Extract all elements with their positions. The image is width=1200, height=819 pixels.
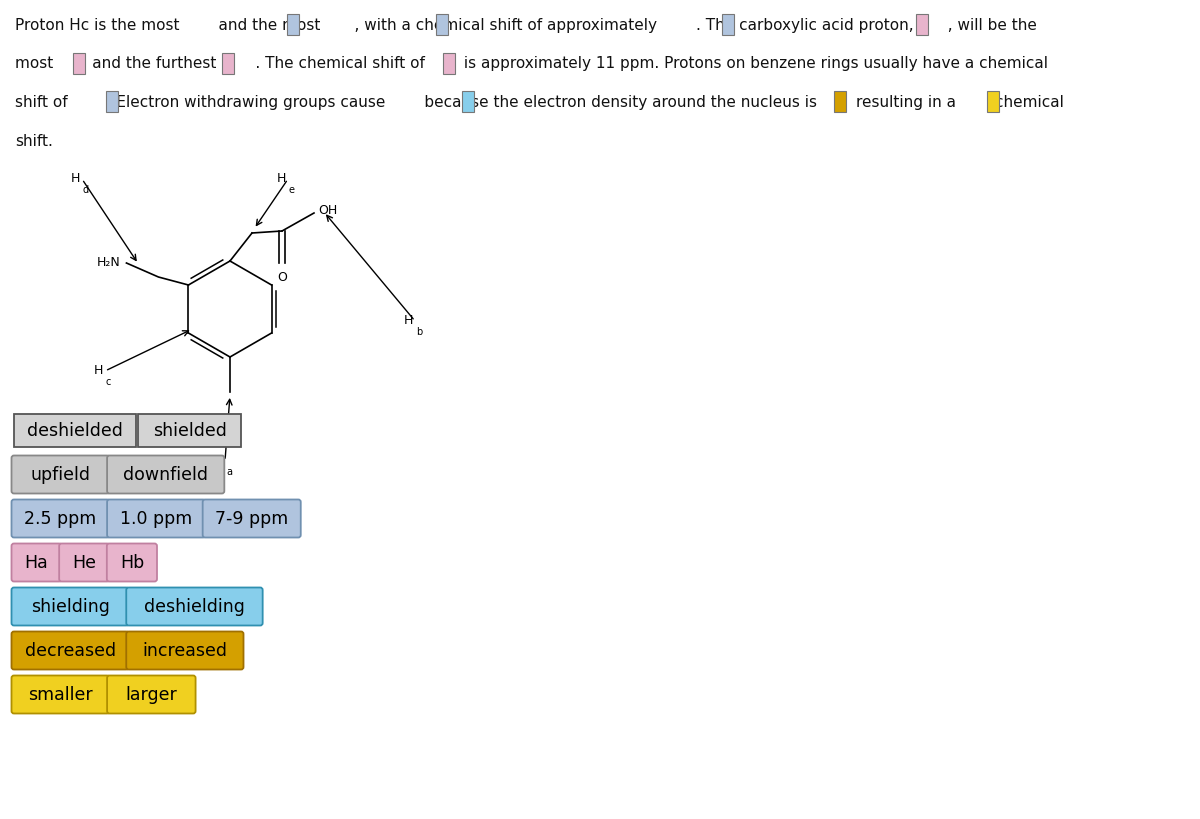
- FancyBboxPatch shape: [287, 16, 299, 36]
- Text: c: c: [106, 377, 112, 387]
- FancyBboxPatch shape: [12, 544, 61, 581]
- Text: H: H: [94, 364, 103, 377]
- Text: Ha: Ha: [25, 554, 48, 572]
- Text: a: a: [226, 467, 232, 477]
- Text: most        and the furthest        . The chemical shift of        is approximat: most and the furthest . The chemical shi…: [14, 57, 1048, 71]
- Text: smaller: smaller: [29, 686, 92, 704]
- FancyBboxPatch shape: [12, 588, 128, 626]
- Text: He: He: [72, 554, 96, 572]
- Text: 1.0 ppm: 1.0 ppm: [120, 510, 192, 528]
- Text: OH: OH: [318, 204, 337, 217]
- FancyBboxPatch shape: [834, 93, 846, 113]
- Text: H₂N: H₂N: [97, 256, 120, 269]
- Text: shift.: shift.: [14, 133, 53, 148]
- FancyBboxPatch shape: [436, 16, 448, 36]
- Text: decreased: decreased: [24, 642, 115, 659]
- Text: O: O: [277, 270, 287, 283]
- Text: shielded: shielded: [152, 422, 227, 440]
- FancyBboxPatch shape: [462, 93, 474, 113]
- Text: Proton Hc is the most        and the most       , with a chemical shift of appro: Proton Hc is the most and the most , wit…: [14, 18, 1037, 33]
- Text: upfield: upfield: [30, 466, 90, 484]
- FancyBboxPatch shape: [12, 500, 109, 538]
- FancyBboxPatch shape: [107, 544, 157, 581]
- Text: larger: larger: [126, 686, 178, 704]
- Text: deshielded: deshielded: [26, 422, 122, 440]
- Text: H: H: [277, 172, 286, 185]
- FancyBboxPatch shape: [138, 414, 241, 447]
- Text: H: H: [214, 454, 223, 467]
- FancyBboxPatch shape: [107, 676, 196, 713]
- FancyBboxPatch shape: [126, 588, 263, 626]
- Text: increased: increased: [143, 642, 227, 659]
- Text: e: e: [289, 185, 295, 195]
- FancyBboxPatch shape: [443, 54, 455, 75]
- Text: Hb: Hb: [120, 554, 144, 572]
- FancyBboxPatch shape: [916, 16, 928, 36]
- FancyBboxPatch shape: [73, 54, 84, 75]
- FancyBboxPatch shape: [12, 456, 109, 494]
- FancyBboxPatch shape: [203, 500, 301, 538]
- Text: H: H: [71, 172, 80, 185]
- Text: deshielding: deshielding: [144, 598, 245, 616]
- Text: 2.5 ppm: 2.5 ppm: [24, 510, 97, 528]
- FancyBboxPatch shape: [986, 93, 998, 113]
- FancyBboxPatch shape: [222, 54, 234, 75]
- FancyBboxPatch shape: [106, 93, 118, 113]
- FancyBboxPatch shape: [59, 544, 109, 581]
- Text: 7-9 ppm: 7-9 ppm: [215, 510, 288, 528]
- FancyBboxPatch shape: [107, 500, 205, 538]
- FancyBboxPatch shape: [107, 456, 224, 494]
- FancyBboxPatch shape: [14, 414, 136, 447]
- FancyBboxPatch shape: [12, 631, 128, 670]
- Text: downfield: downfield: [124, 466, 209, 484]
- Text: d: d: [83, 185, 89, 195]
- FancyBboxPatch shape: [722, 16, 733, 36]
- FancyBboxPatch shape: [12, 676, 109, 713]
- Text: b: b: [416, 327, 422, 337]
- Text: shielding: shielding: [31, 598, 109, 616]
- Text: shift of        . Electron withdrawing groups cause        because the electron : shift of . Electron withdrawing groups c…: [14, 95, 1064, 110]
- FancyBboxPatch shape: [126, 631, 244, 670]
- Text: H: H: [403, 314, 413, 327]
